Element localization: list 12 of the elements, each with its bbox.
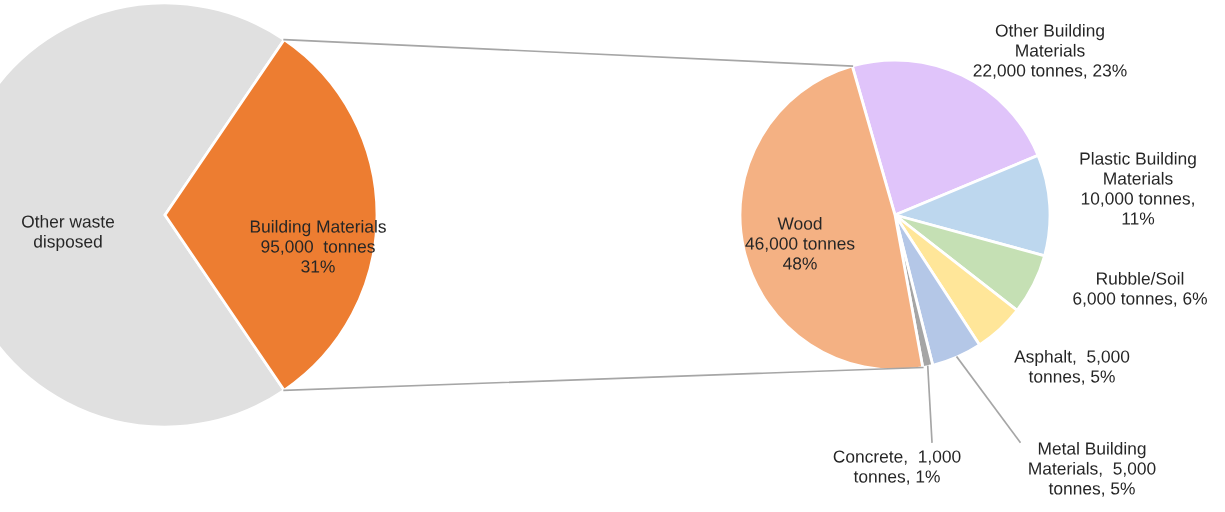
slice-label: Other waste disposed — [22, 214, 115, 252]
slice-label: Metal Building Materials, 5,000 tonnes, 5% — [1029, 441, 1156, 497]
slice-label: Rubble/Soil — [1097, 271, 1184, 285]
slice-label: Asphalt, 5,000 tonnes, 5% — [1014, 349, 1130, 385]
data-label: 46,000 tonnes 48% — [745, 237, 855, 270]
slice-label: Concrete, 1,000 tonnes, 1% — [833, 450, 961, 485]
data-label: 22,000 tonnes, 23% — [973, 64, 1127, 79]
slice-label: Other Building Materials — [995, 23, 1104, 57]
slice-label: Plastic Building Materials — [1080, 151, 1196, 185]
slice-label: Wood — [777, 216, 822, 230]
data-label: 6,000 tonnes, 6% — [1073, 292, 1207, 307]
data-label: 10,000 tonnes, 11% — [1081, 192, 1194, 225]
